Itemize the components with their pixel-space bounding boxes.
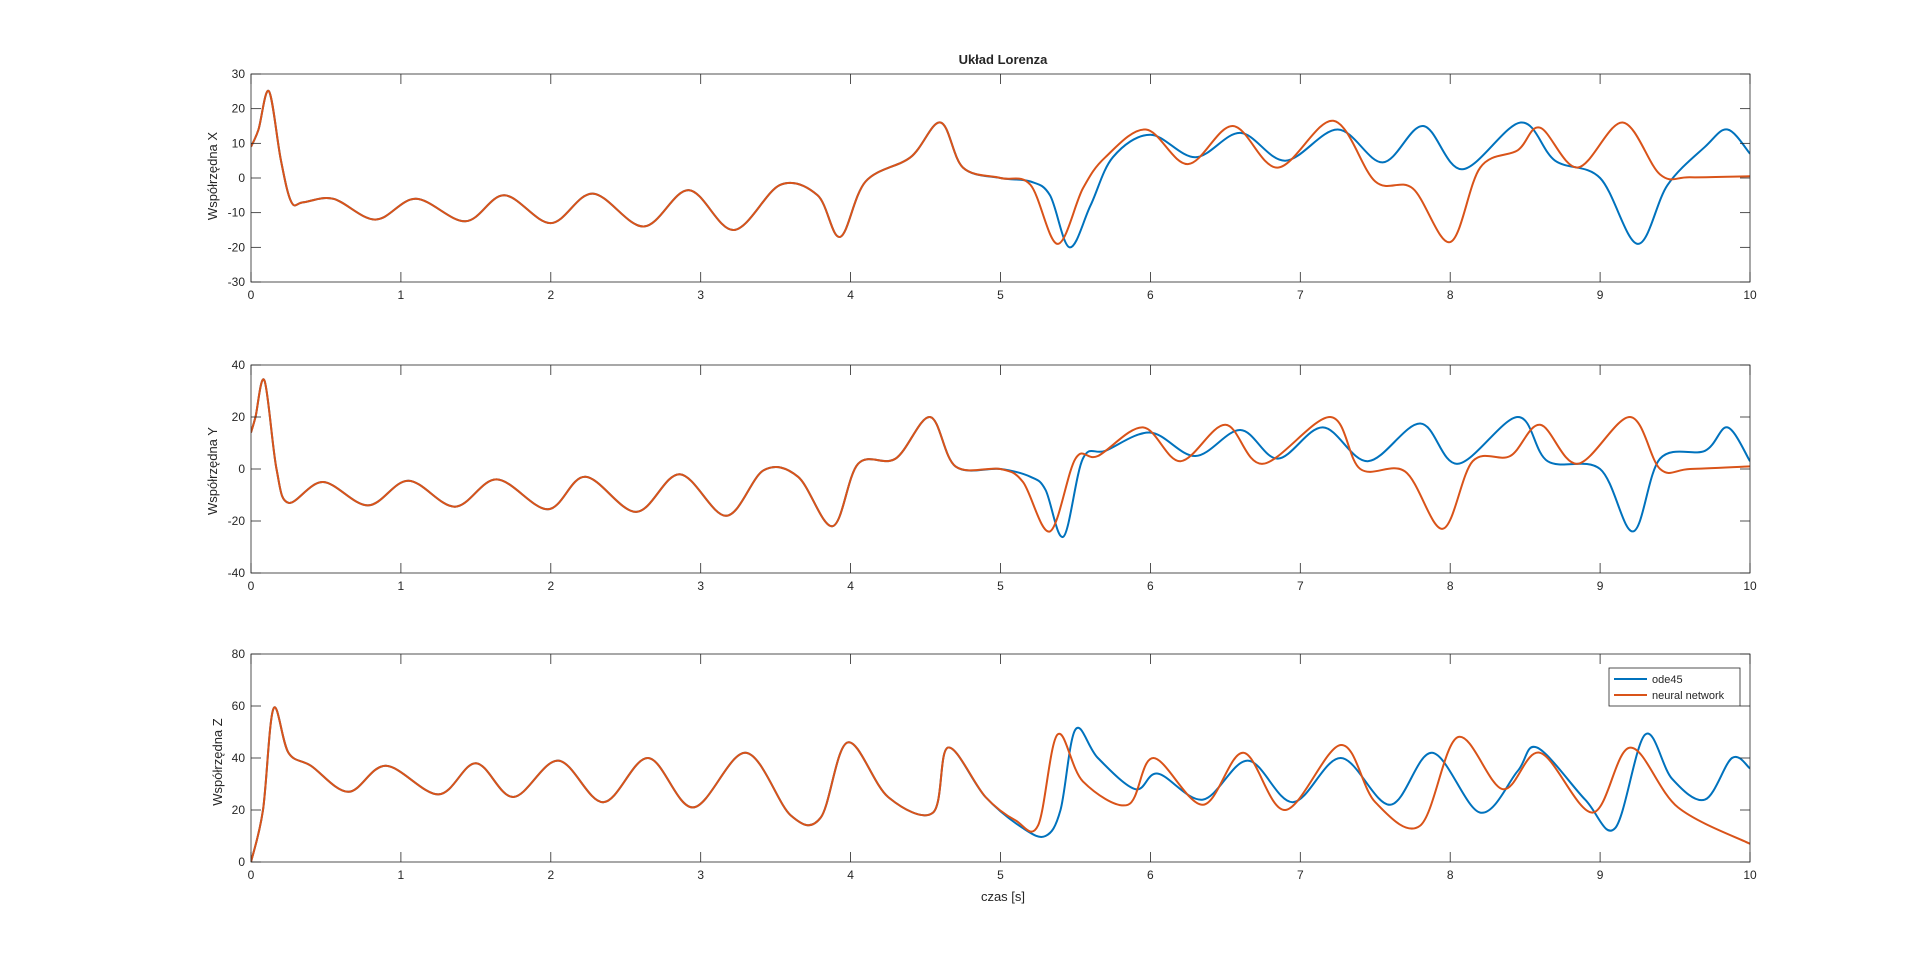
plot-area — [251, 654, 1750, 862]
y-tick-label: 60 — [232, 699, 246, 713]
y-tick-label: 30 — [232, 67, 246, 81]
x-tick-label: 2 — [547, 868, 554, 882]
legend: ode45 neural network — [1608, 667, 1741, 707]
x-tick-label: 6 — [1147, 288, 1154, 302]
legend-label-nn: neural network — [1652, 690, 1725, 702]
x-tick-label: 2 — [547, 288, 554, 302]
y-tick-label: 20 — [232, 102, 246, 116]
axes-z: 0 1 2 3 4 5 6 7 8 9 10 0 20 40 60 80 — [232, 647, 1757, 882]
x-tick-label: 8 — [1447, 868, 1454, 882]
x-tick-label: 4 — [847, 579, 854, 593]
x-tick-label: 1 — [398, 579, 405, 593]
x-tick-label: 6 — [1147, 868, 1154, 882]
x-tick-label: 6 — [1147, 579, 1154, 593]
subplot-x: 0 1 2 3 4 5 6 7 8 9 10 -30 -20 -10 0 10 20 30 Współrzędna… — [205, 67, 1757, 302]
figure-title: Układ Lorenza — [959, 52, 1049, 67]
legend-label-ode45: ode45 — [1652, 674, 1683, 686]
legend-box — [1608, 667, 1741, 707]
ylabel-y: Współrzędna Y — [205, 427, 220, 515]
y-tick-label: -30 — [228, 275, 246, 289]
x-tick-label: 1 — [398, 288, 405, 302]
series-line-neural-network — [251, 378, 1750, 533]
y-tick-label: -10 — [228, 206, 246, 220]
x-tick-label: 10 — [1743, 288, 1757, 302]
y-tick-label: 0 — [238, 171, 245, 185]
x-tick-label: 5 — [997, 868, 1004, 882]
y-tick-label: 20 — [232, 410, 246, 424]
y-tick-label: 10 — [232, 136, 246, 150]
y-tick-label: 40 — [232, 358, 246, 372]
subplot-z: 0 1 2 3 4 5 6 7 8 9 10 0 20 40 60 80 Współrzędna Z czas… — [210, 647, 1757, 904]
x-tick-label: 4 — [847, 868, 854, 882]
xlabel: czas [s] — [981, 889, 1025, 904]
axes-x: 0 1 2 3 4 5 6 7 8 9 10 -30 -20 -10 0 10 20 30 — [228, 67, 1757, 302]
x-tick-label: 7 — [1297, 868, 1304, 882]
x-tick-label: 5 — [997, 288, 1004, 302]
axes-y: 0 1 2 3 4 5 6 7 8 9 10 -40 -20 0 20 40 — [228, 358, 1757, 593]
series-line-neural-network — [251, 706, 1750, 862]
x-tick-label: 2 — [547, 579, 554, 593]
x-tick-label: 7 — [1297, 579, 1304, 593]
x-tick-label: 1 — [398, 868, 405, 882]
ylabel-x: Współrzędna X — [205, 132, 220, 220]
x-tick-label: 7 — [1297, 288, 1304, 302]
series-line-neural-network — [251, 90, 1750, 245]
x-tick-label: 0 — [248, 868, 255, 882]
x-tick-label: 8 — [1447, 288, 1454, 302]
x-tick-label: 9 — [1597, 868, 1604, 882]
x-tick-label: 3 — [697, 868, 704, 882]
x-tick-label: 10 — [1743, 579, 1757, 593]
x-tick-label: 9 — [1597, 579, 1604, 593]
x-tick-label: 0 — [248, 579, 255, 593]
x-tick-label: 5 — [997, 579, 1004, 593]
y-tick-label: 0 — [238, 462, 245, 476]
x-tick-label: 3 — [697, 579, 704, 593]
subplot-y: 0 1 2 3 4 5 6 7 8 9 10 -40 -20 0 20 40 Współrzędna Y — [205, 358, 1757, 593]
ylabel-z: Współrzędna Z — [210, 718, 225, 805]
y-tick-label: 0 — [238, 855, 245, 869]
y-tick-label: 80 — [232, 647, 246, 661]
y-tick-label: 40 — [232, 751, 246, 765]
x-tick-label: 10 — [1743, 868, 1757, 882]
x-tick-label: 3 — [697, 288, 704, 302]
y-tick-label: -20 — [228, 240, 246, 254]
y-tick-label: -20 — [228, 514, 246, 528]
x-tick-label: 9 — [1597, 288, 1604, 302]
x-tick-label: 8 — [1447, 579, 1454, 593]
x-tick-label: 4 — [847, 288, 854, 302]
y-tick-label: 20 — [232, 803, 246, 817]
y-tick-label: -40 — [228, 566, 246, 580]
x-tick-label: 0 — [248, 288, 255, 302]
